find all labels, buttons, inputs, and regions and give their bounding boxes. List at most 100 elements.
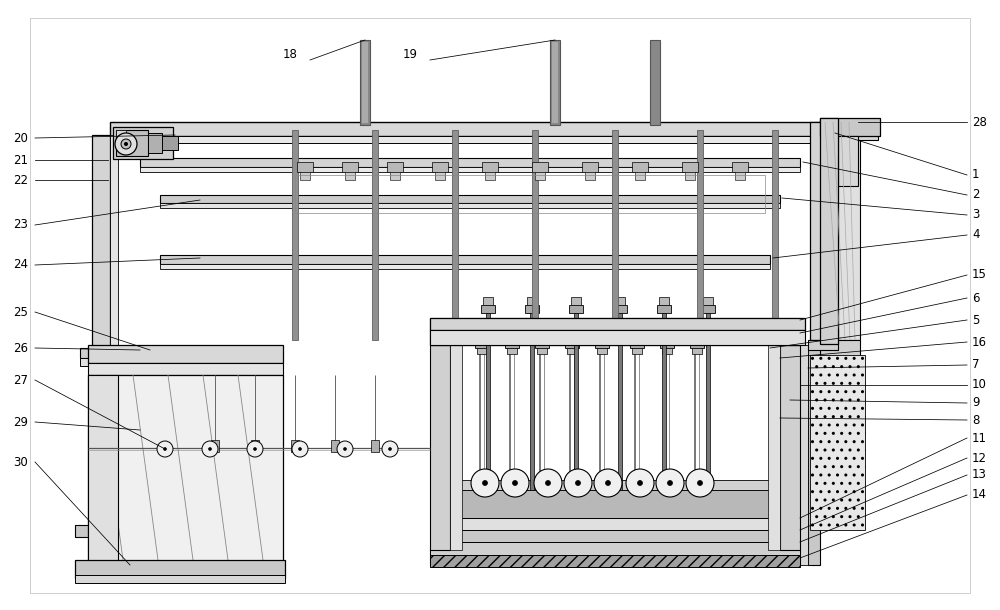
Bar — [820, 140, 860, 340]
Bar — [612, 130, 618, 340]
Text: 2: 2 — [972, 188, 980, 201]
Bar — [430, 318, 805, 330]
Bar — [660, 338, 674, 348]
Bar — [595, 338, 609, 348]
Bar — [768, 345, 780, 550]
Circle shape — [208, 448, 212, 451]
Text: 3: 3 — [972, 209, 979, 221]
Bar — [291, 440, 299, 452]
Circle shape — [247, 441, 263, 457]
Bar — [632, 162, 648, 172]
Bar — [80, 348, 130, 358]
Circle shape — [576, 481, 580, 486]
Circle shape — [638, 481, 642, 486]
Bar — [342, 162, 358, 172]
Bar — [659, 297, 669, 305]
Circle shape — [124, 143, 128, 146]
Bar — [585, 172, 595, 180]
Bar — [430, 555, 800, 567]
Bar — [300, 172, 310, 180]
Bar — [211, 440, 219, 452]
Bar — [662, 310, 666, 490]
Text: 25: 25 — [13, 306, 28, 318]
Bar — [160, 203, 780, 208]
Bar — [820, 120, 878, 140]
Bar — [574, 310, 578, 490]
Bar — [75, 560, 285, 578]
Bar — [430, 318, 800, 330]
Text: 16: 16 — [972, 336, 987, 348]
Text: 24: 24 — [13, 259, 28, 271]
Bar — [148, 133, 162, 153]
Bar — [450, 480, 780, 490]
Bar — [732, 162, 748, 172]
Circle shape — [344, 448, 347, 451]
Circle shape — [388, 448, 392, 451]
Text: 15: 15 — [972, 268, 987, 281]
Circle shape — [254, 448, 256, 451]
Bar — [597, 348, 607, 354]
Bar — [486, 310, 490, 490]
Bar — [657, 305, 671, 313]
Text: 4: 4 — [972, 229, 980, 242]
Bar — [390, 172, 400, 180]
Circle shape — [471, 469, 499, 497]
Bar — [635, 172, 645, 180]
Bar — [780, 345, 800, 550]
Bar — [535, 172, 545, 180]
Bar — [110, 136, 830, 143]
Circle shape — [298, 448, 302, 451]
Circle shape — [512, 481, 518, 486]
Bar — [360, 40, 370, 125]
Bar — [682, 162, 698, 172]
Bar — [505, 338, 519, 348]
Bar — [110, 122, 830, 136]
Bar — [582, 162, 598, 172]
Circle shape — [382, 441, 398, 457]
Bar — [475, 338, 489, 348]
Bar — [532, 162, 548, 172]
Bar — [772, 345, 784, 565]
Bar — [92, 135, 110, 525]
Bar — [808, 340, 838, 350]
Bar — [372, 130, 378, 340]
Bar — [810, 122, 830, 340]
Bar — [483, 297, 493, 305]
Bar — [571, 297, 581, 305]
Circle shape — [501, 469, 529, 497]
Circle shape — [157, 441, 173, 457]
Text: 18: 18 — [283, 49, 298, 62]
Circle shape — [534, 469, 562, 497]
Bar — [613, 305, 627, 313]
Bar — [772, 130, 778, 340]
Bar — [160, 264, 770, 269]
Text: 27: 27 — [13, 373, 28, 387]
Bar — [507, 348, 517, 354]
Bar — [735, 172, 745, 180]
Bar — [565, 338, 579, 348]
Bar — [838, 136, 858, 186]
Bar — [630, 338, 644, 348]
Bar — [452, 130, 458, 340]
Bar — [537, 348, 547, 354]
Circle shape — [668, 481, 672, 486]
Bar — [88, 345, 283, 363]
Bar — [362, 42, 368, 123]
Bar — [251, 440, 259, 452]
Bar — [830, 122, 838, 340]
Text: 10: 10 — [972, 378, 987, 392]
Circle shape — [626, 469, 654, 497]
Text: 8: 8 — [972, 414, 979, 426]
Text: 13: 13 — [972, 468, 987, 481]
Bar — [430, 345, 450, 550]
Bar — [430, 518, 800, 530]
Bar — [820, 118, 838, 344]
Bar — [430, 330, 800, 345]
Circle shape — [698, 481, 702, 486]
Bar — [550, 40, 560, 125]
Text: 5: 5 — [972, 314, 979, 326]
Bar — [569, 305, 583, 313]
Bar — [706, 310, 710, 490]
Bar — [567, 348, 577, 354]
Bar — [701, 305, 715, 313]
